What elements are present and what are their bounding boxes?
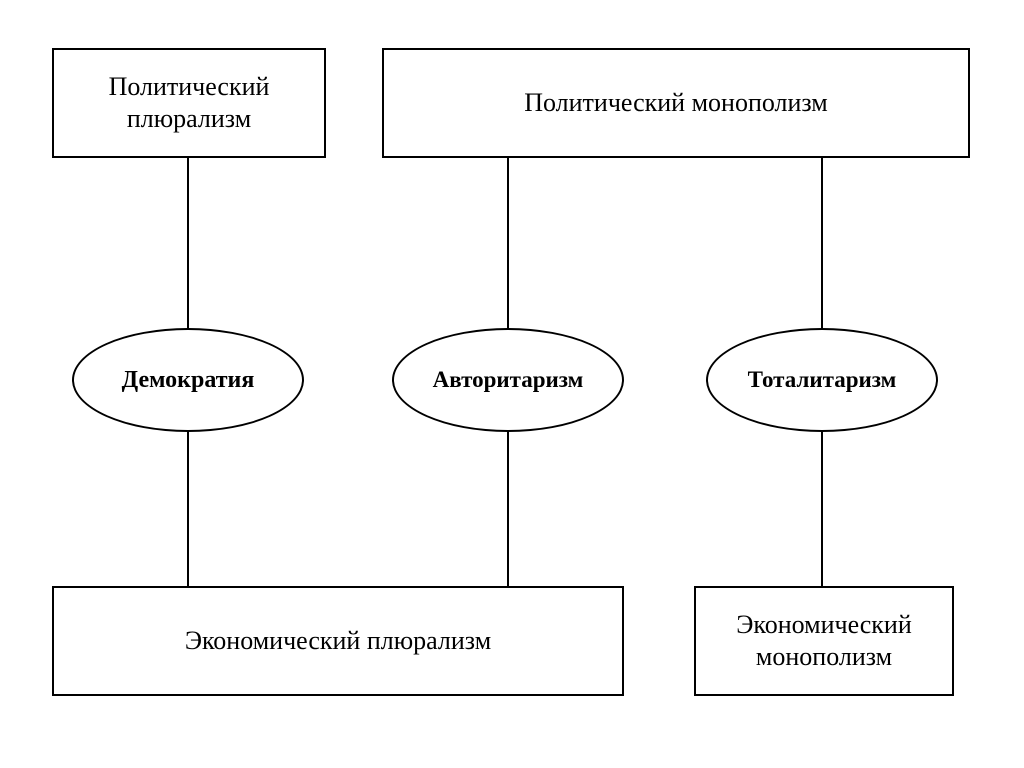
node-totalitarianism: Тоталитаризм (706, 328, 938, 432)
node-democracy: Демократия (72, 328, 304, 432)
node-political-monopolism: Политический монополизм (382, 48, 970, 158)
node-authoritarianism: Авторитаризм (392, 328, 624, 432)
node-label: Политический монополизм (524, 87, 828, 120)
node-label: Авторитаризм (433, 367, 584, 393)
node-political-pluralism: Политический плюрализм (52, 48, 326, 158)
node-label: Демократия (122, 367, 255, 394)
node-economic-pluralism: Экономический плюрализм (52, 586, 624, 696)
node-economic-monopolism: Экономический монополизм (694, 586, 954, 696)
diagram-canvas: Политический плюрализм Политический моно… (0, 0, 1024, 768)
node-label: Политический плюрализм (109, 71, 270, 136)
node-label: Экономический плюрализм (185, 625, 491, 658)
node-label: Экономический монополизм (736, 609, 912, 674)
node-label: Тоталитаризм (748, 367, 897, 393)
